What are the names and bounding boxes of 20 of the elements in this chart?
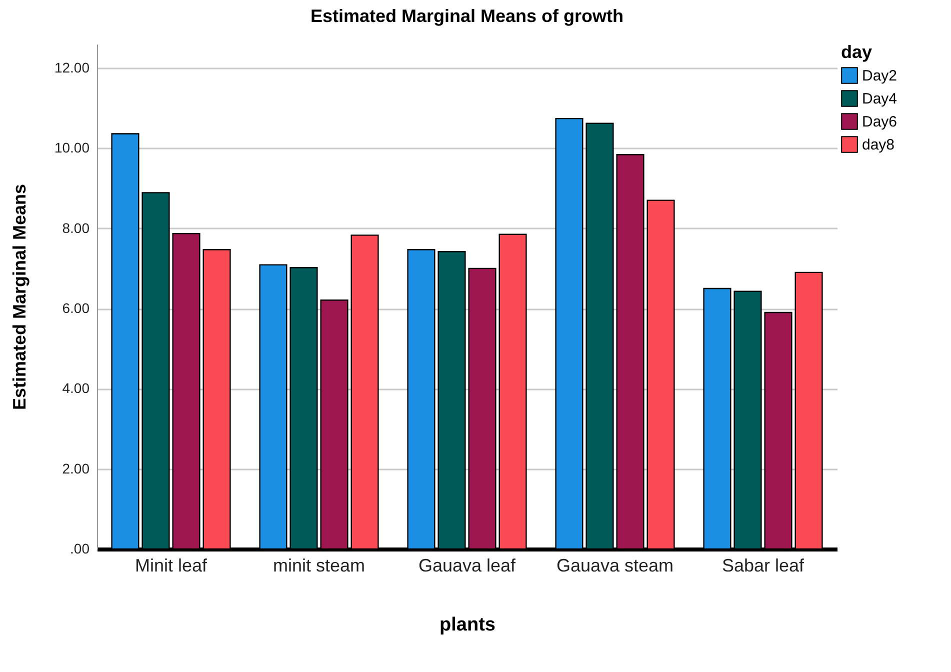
y-tick-label: 8.00	[62, 220, 90, 236]
y-tick-label: 4.00	[62, 380, 90, 396]
x-tick-label: Minit leaf	[134, 556, 208, 576]
legend-label: Day4	[862, 90, 898, 108]
y-tick-label: 2.00	[62, 460, 90, 476]
legend-label: day8	[862, 136, 895, 154]
x-tick-label: minit steam	[272, 556, 366, 576]
legend-label: Day2	[862, 68, 898, 84]
y-tick-label: .00	[70, 540, 90, 556]
legend-label: Day6	[862, 114, 898, 130]
x-tick-label: Gauava steam	[556, 556, 674, 576]
legend-title: day	[841, 42, 872, 62]
y-tick-label: 12.00	[54, 60, 90, 76]
x-tick-label: Sabar leaf	[722, 556, 806, 576]
x-axis-title: plants	[440, 614, 496, 636]
y-tick-label: 6.00	[62, 300, 90, 316]
x-tick-label: Gauava leaf	[418, 556, 517, 576]
chart-title: Estimated Marginal Means of growth	[310, 6, 624, 26]
y-axis-title: Estimated Marginal Means	[9, 184, 30, 410]
y-tick-label: 10.00	[54, 140, 90, 156]
